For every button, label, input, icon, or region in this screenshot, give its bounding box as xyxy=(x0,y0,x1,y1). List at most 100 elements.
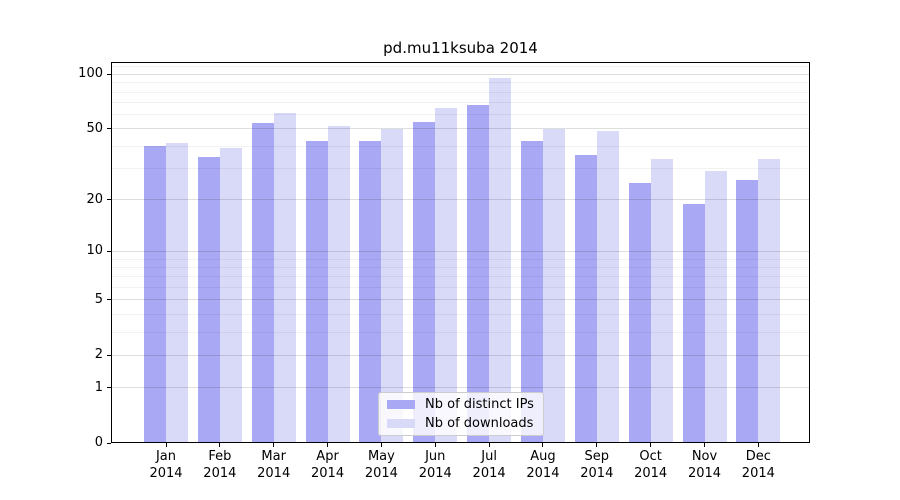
gridline-minor-6 xyxy=(112,287,809,289)
gridline-minor-9 xyxy=(112,258,809,260)
x-tick-year-jul: 2014 xyxy=(472,466,506,481)
bar-downloads-apr xyxy=(327,125,350,443)
bar-distinct-ips-jul xyxy=(467,104,490,443)
bar-downloads-jul xyxy=(489,78,512,443)
gridline-major-1 xyxy=(112,387,809,389)
bar-distinct-ips-mar xyxy=(251,122,274,443)
x-tick-year-jan: 2014 xyxy=(149,466,183,481)
bar-downloads-mar xyxy=(273,113,296,443)
legend-item-distinct-ips: Nb of distinct IPs xyxy=(379,397,543,413)
x-tick-mark-nov xyxy=(704,443,705,447)
y-tick-label-5: 5 xyxy=(94,291,103,307)
x-tick-label-sep: Sep 2014 xyxy=(565,448,629,482)
gridline-minor-90 xyxy=(112,82,809,84)
x-tick-label-jun: Jun 2014 xyxy=(403,448,467,482)
x-tick-mark-may xyxy=(380,443,382,447)
x-tick-year-nov: 2014 xyxy=(687,466,722,481)
bar-distinct-ips-sep xyxy=(574,154,597,443)
x-tick-year-apr: 2014 xyxy=(311,466,345,481)
gridline-minor-8 xyxy=(112,267,809,269)
y-tick-mark-2 xyxy=(107,354,111,356)
x-tick-label-apr: Apr 2014 xyxy=(296,448,360,482)
x-tick-mark-jun xyxy=(434,443,436,447)
gridline-minor-60 xyxy=(112,114,809,116)
gridline-minor-4 xyxy=(112,313,809,315)
x-tick-mark-aug xyxy=(542,443,544,447)
y-tick-label-0: 0 xyxy=(94,435,103,450)
x-tick-label-jul: Jul 2014 xyxy=(457,448,521,482)
bar-distinct-ips-may xyxy=(359,140,382,443)
bar-downloads-dec xyxy=(758,159,781,443)
bar-distinct-ips-jun xyxy=(413,121,436,443)
bar-distinct-ips-jan xyxy=(144,146,166,443)
bar-downloads-sep xyxy=(596,130,619,443)
y-tick-mark-1 xyxy=(107,387,111,389)
gridline-major-5 xyxy=(112,299,809,301)
bar-distinct-ips-aug xyxy=(520,140,543,443)
x-tick-label-oct: Oct 2014 xyxy=(619,448,683,482)
gridline-minor-80 xyxy=(112,91,809,93)
plot-border xyxy=(111,62,810,443)
x-tick-mark-jan xyxy=(165,443,167,447)
x-tick-label-aug: Aug 2014 xyxy=(511,448,575,482)
x-tick-label-nov: Nov 2014 xyxy=(673,448,737,482)
x-tick-mark-dec xyxy=(757,443,759,447)
y-tick-mark-20 xyxy=(107,199,111,201)
gridline-major-2 xyxy=(112,354,809,356)
legend-swatch-downloads xyxy=(387,419,415,428)
x-tick-label-dec: Dec 2014 xyxy=(726,448,790,482)
gridline-minor-7 xyxy=(112,276,809,278)
bar-distinct-ips-apr xyxy=(305,140,328,443)
x-tick-year-feb: 2014 xyxy=(203,466,237,481)
x-tick-label-jan: Jan 2014 xyxy=(134,448,198,482)
bar-downloads-nov xyxy=(704,171,727,443)
legend-label-distinct-ips: Nb of distinct IPs xyxy=(425,397,534,412)
bar-downloads-may xyxy=(381,128,404,443)
y-tick-label-1: 1 xyxy=(94,379,103,395)
x-tick-year-dec: 2014 xyxy=(741,466,775,481)
bar-downloads-oct xyxy=(650,159,673,443)
x-tick-year-aug: 2014 xyxy=(526,466,560,481)
y-tick-label-20: 20 xyxy=(86,191,103,207)
gridline-major-50 xyxy=(112,128,809,130)
x-tick-year-sep: 2014 xyxy=(580,466,614,481)
y-tick-mark-100 xyxy=(107,73,111,75)
x-tick-label-may: May 2014 xyxy=(349,448,413,482)
y-tick-mark-10 xyxy=(107,250,111,252)
x-tick-mark-oct xyxy=(650,443,652,447)
gridline-minor-30 xyxy=(112,168,809,170)
x-tick-year-may: 2014 xyxy=(364,466,398,481)
y-tick-label-10: 10 xyxy=(86,243,103,259)
y-tick-label-2: 2 xyxy=(94,347,103,363)
bar-downloads-jan xyxy=(166,142,188,443)
x-tick-mark-jul xyxy=(488,443,490,447)
gridline-minor-3 xyxy=(112,331,809,333)
gridline-minor-110 xyxy=(112,66,809,68)
x-tick-mark-feb xyxy=(219,443,221,447)
x-tick-mark-apr xyxy=(327,443,329,447)
bar-downloads-feb xyxy=(219,148,242,443)
bar-distinct-ips-feb xyxy=(197,156,220,443)
y-tick-label-100: 100 xyxy=(78,66,103,82)
legend: Nb of distinct IPs Nb of downloads xyxy=(378,392,544,436)
y-tick-mark-50 xyxy=(107,128,111,130)
gridline-major-20 xyxy=(112,199,809,201)
gridline-major-100 xyxy=(112,73,809,75)
legend-swatch-distinct-ips xyxy=(387,400,415,409)
bar-distinct-ips-dec xyxy=(736,179,759,443)
bar-downloads-jun xyxy=(435,108,458,443)
gridline-minor-70 xyxy=(112,102,809,104)
gridline-major-10 xyxy=(112,250,809,252)
x-tick-mark-sep xyxy=(596,443,598,447)
x-tick-mark-mar xyxy=(273,443,275,447)
bar-downloads-aug xyxy=(542,128,565,443)
bar-distinct-ips-oct xyxy=(628,182,651,443)
y-tick-mark-5 xyxy=(107,299,111,301)
y-tick-mark-0 xyxy=(107,442,111,444)
legend-item-downloads: Nb of downloads xyxy=(379,416,543,432)
x-tick-year-mar: 2014 xyxy=(257,466,291,481)
